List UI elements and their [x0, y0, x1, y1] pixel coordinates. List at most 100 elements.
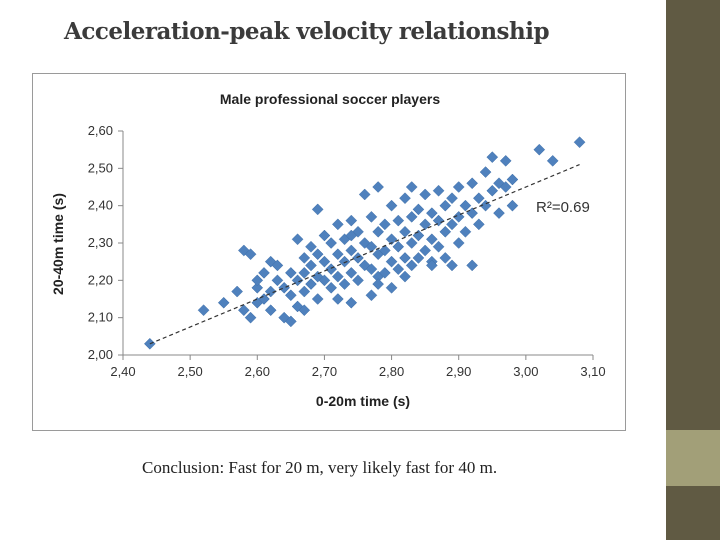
data-point	[332, 270, 344, 283]
data-point	[271, 259, 284, 272]
sidebar-decor-bottom	[666, 486, 720, 540]
data-point	[365, 240, 378, 253]
data-point	[251, 281, 264, 294]
data-point	[459, 225, 472, 238]
data-point	[392, 263, 405, 275]
data-point	[459, 199, 472, 212]
data-point	[499, 155, 512, 167]
data-point	[197, 304, 210, 317]
data-point	[325, 237, 337, 249]
data-point	[506, 199, 519, 212]
data-point	[352, 252, 364, 264]
x-tick-label: 3,10	[580, 364, 605, 379]
data-point	[305, 278, 317, 290]
data-point	[446, 218, 458, 231]
data-point	[285, 315, 297, 328]
data-point	[318, 255, 331, 268]
data-point	[426, 259, 438, 272]
data-point	[251, 274, 264, 287]
data-point	[405, 259, 418, 272]
data-point	[405, 237, 418, 249]
x-tick-label: 2,40	[110, 364, 135, 379]
data-point	[264, 304, 277, 317]
data-point	[271, 274, 284, 287]
data-point	[345, 244, 358, 257]
data-point	[432, 214, 445, 227]
data-point	[345, 229, 358, 242]
data-point	[285, 289, 297, 302]
y-tick-label: 2,50	[88, 160, 113, 175]
data-point	[446, 192, 458, 205]
x-axis-title: 0-20m time (s)	[316, 393, 410, 409]
data-point	[311, 203, 324, 216]
data-point	[332, 293, 344, 305]
data-point	[258, 267, 270, 279]
data-points	[144, 136, 586, 350]
x-tick-label: 3,00	[513, 364, 538, 379]
chart-title: Male professional soccer players	[220, 91, 440, 107]
data-point	[439, 252, 452, 264]
data-point	[426, 233, 438, 246]
data-point	[318, 229, 331, 242]
data-point	[432, 184, 445, 197]
data-point	[305, 259, 317, 272]
data-point	[379, 218, 391, 231]
data-point	[244, 311, 257, 324]
data-point	[217, 296, 230, 309]
scatter-chart: Male professional soccer players 2,00 2,1…	[50, 91, 606, 409]
y-tick-label: 2,40	[88, 198, 113, 213]
r-squared-annotation: R²=0.69	[536, 199, 590, 216]
data-point	[244, 248, 257, 261]
data-point	[439, 225, 452, 238]
data-point	[318, 274, 331, 287]
data-point	[399, 270, 411, 283]
chart-axes: 2,00 2,10 2,20 2,30 2,40 2,50 2,60 2,40 2,50 2,60…	[88, 123, 606, 379]
data-point	[305, 240, 317, 253]
data-point	[345, 296, 358, 309]
y-tick-label: 2,20	[88, 272, 113, 287]
data-point	[493, 207, 505, 219]
data-point	[405, 211, 418, 223]
data-point	[506, 173, 519, 186]
slide-title: Acceleration-peak velocity relationship	[64, 18, 550, 45]
x-tick-label: 2,80	[379, 364, 404, 379]
data-point	[358, 188, 371, 201]
x-tick-label: 2,90	[446, 364, 471, 379]
data-point	[231, 285, 243, 298]
data-point	[446, 259, 458, 272]
data-point	[466, 207, 478, 219]
data-point	[372, 225, 384, 238]
data-point	[432, 240, 445, 253]
data-point	[291, 233, 304, 246]
data-point	[298, 304, 311, 317]
data-point	[479, 166, 492, 178]
data-point	[285, 267, 297, 279]
y-axis-title: 20-40m time (s)	[50, 193, 66, 295]
data-point	[573, 136, 586, 149]
sidebar-decor-accent	[666, 430, 720, 486]
chart-frame: Male professional soccer players 2,00 2,1…	[32, 73, 626, 431]
data-point	[298, 252, 311, 264]
data-point	[486, 151, 499, 163]
data-point	[473, 192, 485, 205]
data-point	[419, 244, 431, 257]
data-point	[311, 248, 324, 261]
data-point	[332, 218, 344, 231]
conclusion-text: Conclusion: Fast for 20 m, very likely f…	[142, 458, 498, 477]
data-point	[385, 281, 398, 294]
x-tick-label: 2,50	[177, 364, 202, 379]
data-point	[372, 278, 384, 290]
data-point	[473, 218, 485, 231]
data-point	[533, 143, 546, 156]
data-point	[499, 181, 512, 193]
x-tick-label: 2,70	[312, 364, 337, 379]
data-point	[392, 214, 405, 227]
y-tick-label: 2,00	[88, 347, 113, 362]
data-point	[546, 155, 559, 167]
data-point	[325, 281, 337, 294]
data-point	[311, 293, 324, 305]
data-point	[466, 259, 478, 272]
data-point	[325, 263, 337, 275]
data-point	[385, 199, 398, 212]
data-point	[298, 267, 311, 279]
